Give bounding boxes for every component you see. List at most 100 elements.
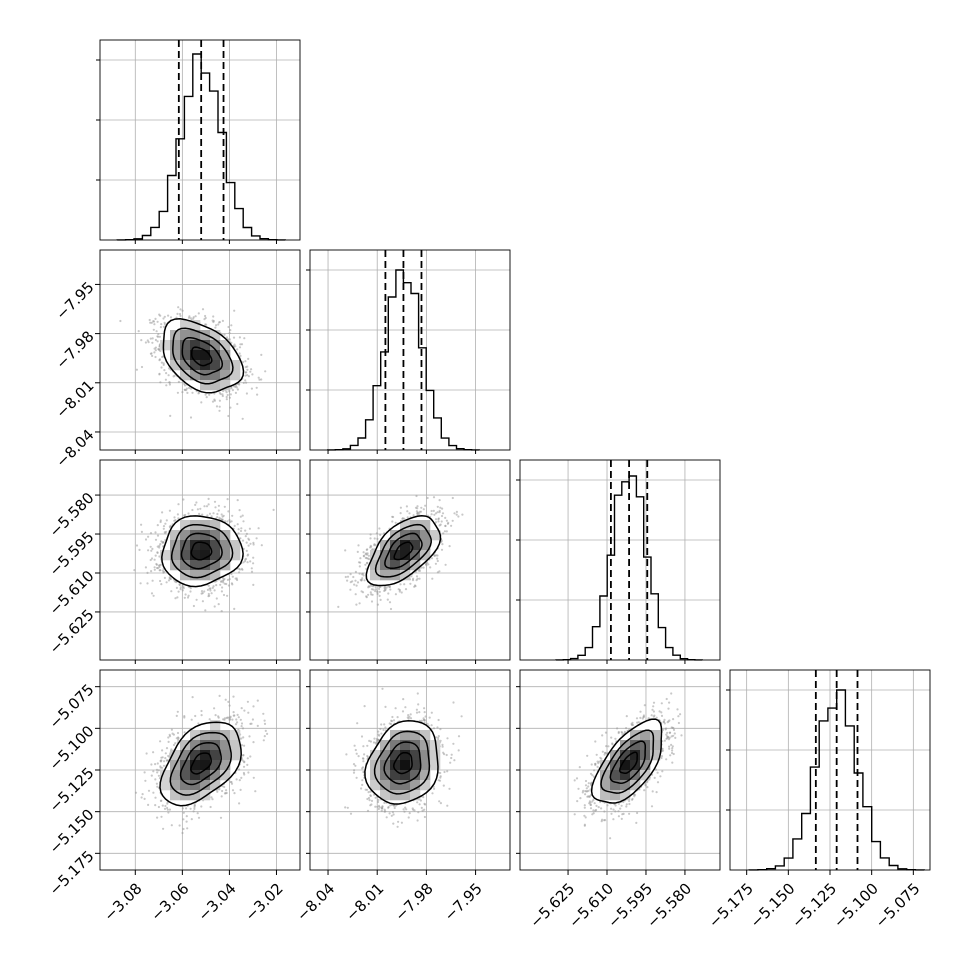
scatter-point xyxy=(175,586,178,590)
density-cell xyxy=(400,790,411,801)
density-cell xyxy=(610,770,621,781)
scatter-point xyxy=(181,391,184,394)
panel-frame xyxy=(99,39,301,241)
scatter-point xyxy=(665,733,668,736)
scatter-point xyxy=(431,577,434,580)
density-cell xyxy=(210,550,221,561)
scatter-point xyxy=(218,391,221,394)
scatter-point xyxy=(201,308,205,311)
scatter-point xyxy=(258,378,261,381)
scatter-point xyxy=(213,500,217,503)
scatter-point xyxy=(416,505,419,508)
scatter-point xyxy=(141,793,144,796)
scatter-point xyxy=(174,597,177,600)
density-cell xyxy=(220,550,231,561)
contour-line-1 xyxy=(181,336,224,376)
density-cell xyxy=(210,380,221,391)
scatter-point xyxy=(383,801,386,805)
scatter-point xyxy=(369,794,372,797)
scatter-point xyxy=(153,566,156,569)
scatter-point xyxy=(220,513,223,516)
scatter-point xyxy=(625,805,628,808)
scatter-point xyxy=(194,315,197,318)
y-tick-label: −8.01 xyxy=(52,377,97,422)
scatter-point xyxy=(434,521,438,524)
scatter-point xyxy=(661,747,664,751)
scatter-point xyxy=(369,740,372,743)
scatter-point xyxy=(408,512,411,515)
scatter-point xyxy=(353,744,356,747)
scatter-point xyxy=(371,548,374,551)
scatter-point xyxy=(452,701,455,704)
density-cell xyxy=(400,770,411,781)
scatter-point xyxy=(597,762,600,765)
scatter-point xyxy=(461,513,464,516)
scatter-point xyxy=(591,800,594,803)
scatter-point xyxy=(195,501,198,504)
scatter-point xyxy=(379,598,382,602)
scatter-point xyxy=(652,701,656,704)
density-cell xyxy=(650,730,661,741)
scatter-point xyxy=(178,312,182,316)
scatter-point xyxy=(665,727,668,730)
scatter-point xyxy=(234,345,237,348)
panel-frame xyxy=(99,459,301,661)
density-cell xyxy=(190,370,201,381)
density-cell xyxy=(220,340,231,351)
scatter-point xyxy=(665,758,668,761)
scatter-point xyxy=(666,735,669,738)
scatter-point xyxy=(239,354,242,357)
scatter-point xyxy=(209,589,212,592)
density-cell xyxy=(190,340,201,351)
x-tick-label: −7.98 xyxy=(391,880,436,925)
scatter-point xyxy=(666,721,669,724)
contour-line-3 xyxy=(159,721,242,807)
scatter-point xyxy=(134,791,138,794)
scatter-point xyxy=(232,336,236,339)
scatter-point xyxy=(603,810,606,813)
scatter-point xyxy=(443,530,446,533)
density-cell xyxy=(420,750,431,761)
scatter-point xyxy=(232,695,235,698)
scatter-point xyxy=(154,355,157,359)
scatter-point xyxy=(660,714,664,718)
density-cell xyxy=(630,740,641,751)
scatter-point xyxy=(184,593,187,596)
scatter-point xyxy=(585,787,588,790)
scatter-point xyxy=(156,335,159,338)
scatter-point xyxy=(442,532,445,535)
scatter-point xyxy=(229,329,232,332)
scatter-point xyxy=(149,558,152,562)
scatter-point xyxy=(238,779,241,782)
scatter-point xyxy=(248,527,251,530)
density-panel-3-1 xyxy=(309,669,511,871)
scatter-point xyxy=(390,719,393,722)
scatter-point xyxy=(166,806,169,810)
scatter-point xyxy=(369,591,372,594)
scatter-point xyxy=(378,734,381,737)
scatter-point xyxy=(457,515,460,518)
density-cell xyxy=(400,730,411,741)
scatter-point xyxy=(217,509,220,512)
scatter-point xyxy=(241,417,244,420)
scatter-point xyxy=(179,586,182,589)
scatter-point xyxy=(241,759,244,762)
scatter-point xyxy=(590,763,593,766)
scatter-point xyxy=(676,708,679,711)
scatter-point xyxy=(361,757,365,760)
density-cell xyxy=(200,730,211,741)
scatter-point xyxy=(189,387,193,390)
scatter-point xyxy=(625,727,628,730)
scatter-point xyxy=(212,319,215,323)
scatter-point xyxy=(218,399,221,402)
scatter-point xyxy=(374,590,377,593)
density-cell xyxy=(180,330,191,341)
scatter-point xyxy=(639,710,642,713)
contour-line-2 xyxy=(600,729,655,794)
scatter-point xyxy=(156,320,159,323)
histogram-step xyxy=(116,53,286,241)
scatter-point xyxy=(212,512,215,515)
scatter-point xyxy=(439,506,442,509)
density-cell xyxy=(410,530,421,541)
scatter-point xyxy=(460,715,463,718)
